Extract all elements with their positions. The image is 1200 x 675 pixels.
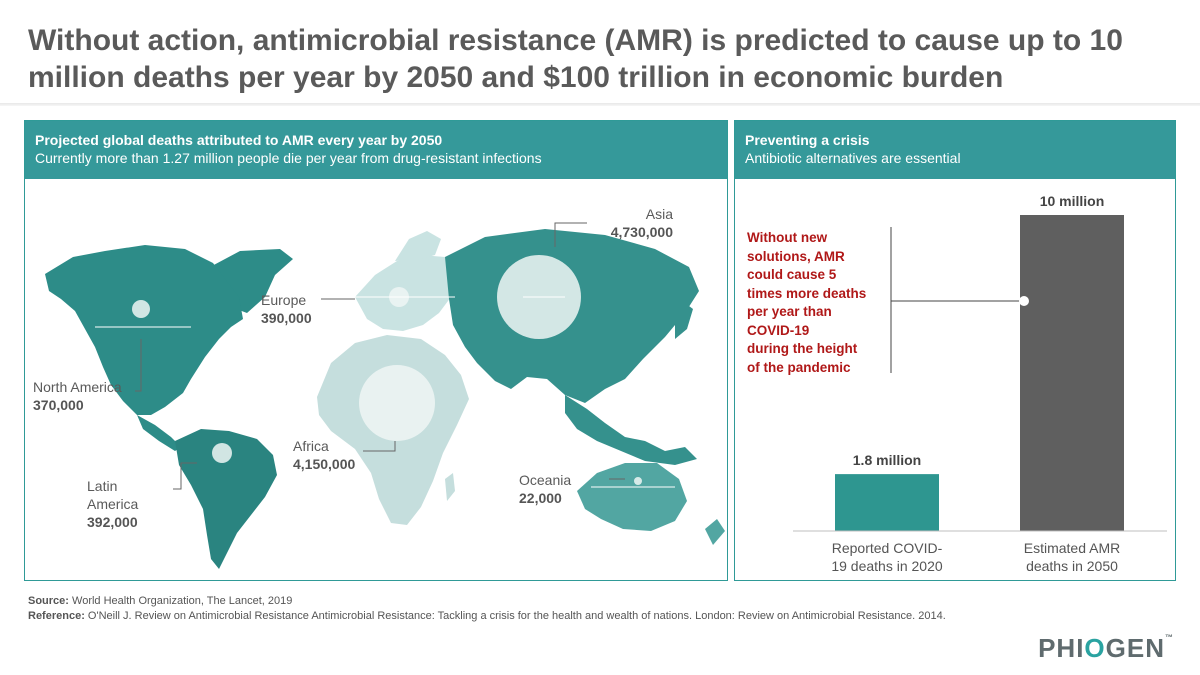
africa-bubble	[359, 365, 435, 441]
callout-line: COVID-19	[747, 322, 810, 338]
madagascar-shape	[445, 473, 455, 501]
callout-connector-dot	[1019, 296, 1029, 306]
reference-note: Reference: O'Neill J. Review on Antimicr…	[28, 609, 946, 623]
chart-panel-heading: Preventing a crisis	[745, 132, 870, 148]
category-line: deaths in 2050	[1026, 558, 1118, 574]
callout-line: of the pandemic	[747, 359, 851, 375]
callout-line: could cause 5	[747, 267, 837, 282]
africa-label: Africa 4,150,000	[293, 437, 355, 473]
bar-category-label-covid: Reported COVID- 19 deaths in 2020	[812, 539, 962, 575]
region-value: 390,000	[261, 310, 312, 326]
scandinavia-shape	[395, 231, 441, 261]
callout-line: during the height	[747, 341, 858, 356]
page-title: Without action, antimicrobial resistance…	[28, 24, 1123, 94]
region-name: Africa	[293, 438, 329, 454]
reference-text: O'Neill J. Review on Antimicrobial Resis…	[84, 610, 946, 622]
callout-line: times more deaths	[747, 285, 867, 301]
region-value: 22,000	[519, 490, 562, 506]
oceania-bubble	[634, 477, 642, 485]
bar-amr-deaths	[1020, 215, 1124, 531]
bar-chart	[793, 215, 1167, 532]
deaths-map-panel: Projected global deaths attributed to AM…	[24, 120, 728, 581]
bar-value-label-amr: 10 million	[1039, 193, 1105, 209]
callout-line: solutions, AMR	[747, 248, 845, 264]
southeast-asia-shape	[565, 395, 697, 465]
region-name: North America	[33, 379, 122, 395]
callout-text: Without new solutions, AMR could cause 5…	[747, 229, 887, 377]
latin-america-shape	[175, 429, 277, 569]
region-name: Asia	[645, 206, 673, 222]
callout-line: Without new	[747, 230, 828, 245]
reference-label: Reference:	[28, 610, 85, 622]
region-value: 392,000	[87, 514, 138, 530]
logo-text-o: O	[1084, 633, 1106, 663]
category-line: Estimated AMR	[1023, 540, 1121, 556]
map-panel-heading: Projected global deaths attributed to AM…	[35, 132, 443, 148]
bar-covid-deaths	[835, 474, 939, 531]
north-america-shape	[45, 245, 243, 415]
region-value: 4,150,000	[293, 456, 356, 472]
map-panel-subheading: Currently more than 1.27 million people …	[35, 150, 542, 166]
latin-america-label: Latin America 392,000	[87, 477, 138, 531]
region-name-line-1: Latin	[87, 478, 118, 494]
oceania-label: Oceania 22,000	[519, 471, 571, 507]
bar-category-label-amr: Estimated AMR deaths in 2050	[997, 539, 1147, 575]
category-line: Reported COVID-	[831, 540, 943, 556]
phiogen-logo: PHIOGEN™	[1038, 633, 1174, 664]
source-label: Source:	[28, 595, 69, 607]
latin-america-bubble	[212, 443, 232, 463]
region-value: 4,730,000	[610, 224, 673, 240]
north-america-label: North America 370,000	[33, 378, 122, 414]
source-text: World Health Organization, The Lancet, 2…	[68, 595, 293, 607]
chart-panel-subheading: Antibiotic alternatives are essential	[745, 150, 961, 166]
asia-label: Asia 4,730,000	[573, 205, 673, 241]
map-panel-header: Projected global deaths attributed to AM…	[25, 121, 727, 179]
logo-trademark: ™	[1165, 633, 1174, 642]
region-name: Europe	[261, 292, 307, 308]
title-divider	[0, 103, 1200, 106]
category-line: 19 deaths in 2020	[831, 558, 943, 574]
callout-line: per year than	[747, 304, 832, 319]
region-value: 370,000	[33, 397, 84, 413]
logo-text-start: PHI	[1038, 633, 1085, 663]
north-america-bubble	[132, 300, 150, 318]
source-note: Source: World Health Organization, The L…	[28, 594, 292, 608]
chart-panel-header: Preventing a crisis Antibiotic alternati…	[735, 121, 1175, 179]
region-name-line-2: America	[87, 496, 139, 512]
japan-shape	[675, 303, 693, 339]
new-zealand-shape	[705, 519, 725, 545]
prevention-chart-panel: Preventing a crisis Antibiotic alternati…	[734, 120, 1176, 581]
region-name: Oceania	[519, 472, 572, 488]
oceania-shape	[577, 463, 687, 531]
europe-label: Europe 390,000	[261, 291, 312, 327]
bar-value-label-covid: 1.8 million	[852, 452, 922, 469]
central-america-shape	[137, 415, 181, 451]
world-map	[45, 222, 725, 569]
logo-text-end: GEN	[1105, 633, 1165, 663]
